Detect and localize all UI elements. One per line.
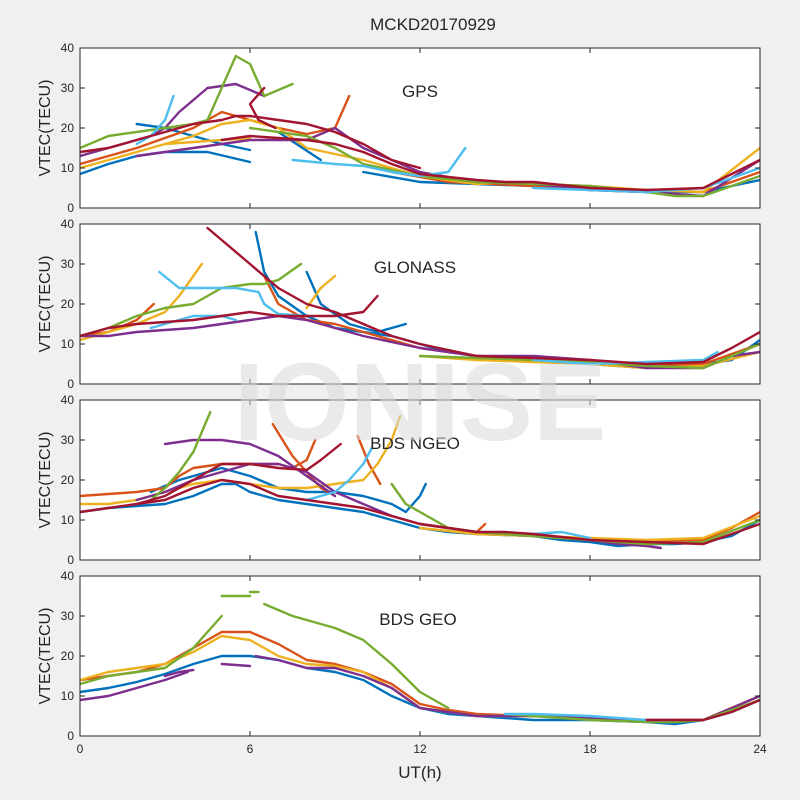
chart-panel-3: 0 6 12 18 24 0 10 20 30 40 VTEC(TECU) BDS GEO UT(h) [37,569,767,782]
series-line [163,668,195,678]
panel-label: GLONASS [374,258,456,277]
series-line [80,478,760,546]
x-tick-label: 12 [413,742,427,756]
series-line [263,602,450,710]
series-line [80,314,760,370]
series-line [163,438,337,498]
y-tick-label: 10 [61,513,75,527]
x-tick-label: 6 [247,742,254,756]
series-line [80,294,379,338]
figure-title: MCKD20170929 [370,15,496,34]
y-tick-label: 0 [67,553,74,567]
series-line [291,146,467,178]
y-tick-label: 30 [61,81,75,95]
series-group [80,226,760,370]
series-line [158,270,308,318]
series-line [356,434,382,486]
series-line [206,226,760,366]
series-line [418,342,760,370]
y-tick-label: 10 [61,337,75,351]
series-line [532,530,592,540]
series-group [80,54,760,198]
series-line [277,130,322,162]
y-tick-label: 40 [61,217,75,231]
series-line [149,410,212,502]
y-axis-label: VTEC(TECU) [37,80,54,177]
series-line [80,114,422,170]
y-tick-label: 20 [61,649,75,663]
y-tick-label: 0 [67,729,74,743]
series-group [80,410,760,550]
y-axis-label: VTEC(TECU) [37,256,54,353]
panel-label: BDS GEO [379,610,456,629]
y-tick-label: 0 [67,377,74,391]
y-tick-label: 40 [61,393,75,407]
series-line [305,274,337,310]
series-line [532,350,719,366]
series-line [532,166,760,194]
y-tick-label: 0 [67,201,74,215]
y-tick-label: 30 [61,257,75,271]
y-tick-label: 40 [61,569,75,583]
y-tick-label: 20 [61,121,75,135]
series-group [80,590,760,726]
series-line [135,94,175,146]
series-line [645,698,760,722]
series-line [80,670,189,702]
x-tick-label: 24 [753,742,767,756]
y-tick-label: 30 [61,433,75,447]
series-line [135,442,342,506]
panels: 0 10 20 30 40 VTEC(TECU) GPS 0 10 20 30 40 VTEC(TECU… [37,41,767,782]
watermark-text: IONISE [234,341,607,464]
y-tick-label: 40 [61,41,75,55]
series-line [220,134,760,192]
x-axis-label: UT(h) [398,763,441,782]
series-line [220,662,252,668]
chart-panel-0: 0 10 20 30 40 VTEC(TECU) GPS [37,41,761,215]
y-tick-label: 20 [61,297,75,311]
y-tick-label: 30 [61,609,75,623]
series-line [80,262,204,342]
panel-label: BDS NGEO [370,434,460,453]
y-tick-label: 20 [61,473,75,487]
x-tick-label: 0 [77,742,84,756]
series-line [248,86,277,130]
y-tick-label: 10 [61,161,75,175]
y-axis-label: VTEC(TECU) [37,608,54,705]
x-tick-label: 18 [583,742,597,756]
series-line [305,446,373,502]
plot-area [80,576,760,736]
series-line [80,54,294,150]
chart-panel-2: 0 10 20 30 40 VTEC(TECU) BDS NGEO [37,393,761,567]
chart-panel-1: 0 10 20 30 40 VTEC(TECU) GLONASS [37,217,761,391]
y-tick-label: 10 [61,689,75,703]
series-line [80,614,223,686]
y-axis-label: VTEC(TECU) [37,432,54,529]
panel-label: GPS [402,82,438,101]
